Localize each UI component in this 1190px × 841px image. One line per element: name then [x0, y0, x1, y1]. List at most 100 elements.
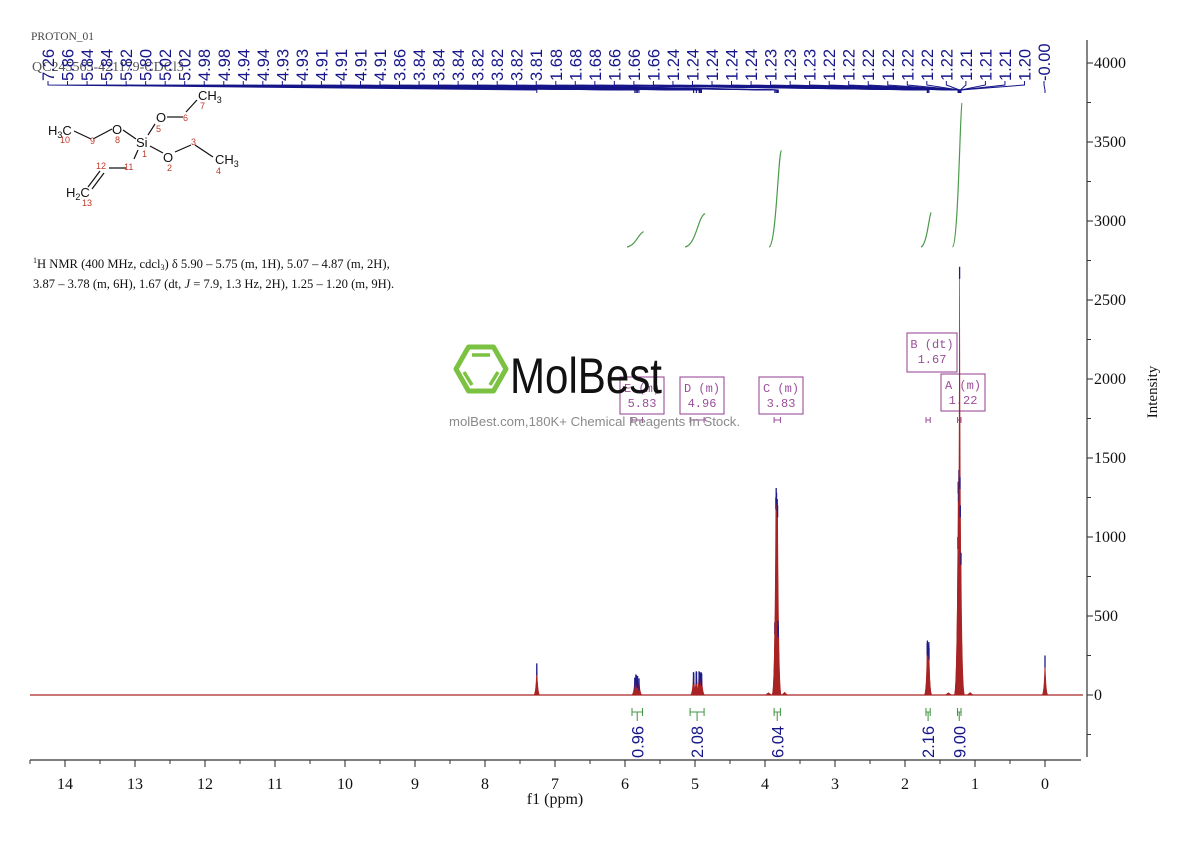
- y-axis-title: Intensity: [1145, 365, 1161, 418]
- peak-label: 3.82: [509, 49, 527, 81]
- atom-number-11: 11: [124, 162, 133, 172]
- peak-label-connector: [535, 81, 779, 93]
- multiplet-shift: 3.83: [767, 397, 796, 411]
- peak-label: 1.23: [802, 49, 820, 81]
- multiplet-annotation-E: E (m)5.83: [619, 376, 665, 423]
- x-tick-label: 1: [971, 776, 979, 793]
- peak-label: 1.22: [860, 49, 878, 81]
- x-tick-label: 7: [551, 776, 559, 793]
- x-tick-label: 6: [621, 776, 629, 793]
- multiplet-label: E (m): [624, 382, 660, 396]
- integral-labels: 0.96 2.08 6.04 2.16 9.00: [629, 708, 969, 758]
- multiplet-range-marker: [689, 417, 705, 423]
- integral-bracket: [689, 708, 705, 721]
- x-tick-label: 12: [197, 776, 213, 793]
- atom-o5: O: [156, 110, 166, 125]
- atom-number-2: 2: [167, 163, 172, 173]
- peak-label: -0.00: [1036, 43, 1054, 81]
- multiplet-boxes: E (m)5.83D (m)4.96C (m)3.83B (dt)1.67A (…: [619, 332, 986, 423]
- integral-curve: [768, 149, 782, 248]
- integral-curve: [684, 213, 706, 248]
- integral-bracket: [631, 708, 644, 721]
- peak-label: 1.22: [899, 49, 917, 81]
- integral-value: 0.96: [629, 726, 647, 758]
- peak-label: 1.24: [684, 49, 702, 81]
- peak-label-connector: [960, 81, 1025, 93]
- x-tick-label: 11: [267, 776, 282, 793]
- watermark: MolBest molBest.com,180K+ Chemical Reage…: [449, 344, 740, 429]
- molecule-structure: CH3 O H3C O Si O CH3 H2C 1 2 3 4 5 6 7 8…: [48, 88, 239, 208]
- peak-label: 4.94: [255, 49, 273, 81]
- peak-label: 1.68: [567, 49, 585, 81]
- multiplet-annotation-B: B (dt)1.67: [906, 332, 958, 423]
- y-tick-label: 4000: [1094, 55, 1126, 72]
- peak-label: 4.91: [313, 49, 331, 81]
- peak-label: 1.20: [1016, 49, 1034, 81]
- peak-label: 1.68: [548, 49, 566, 81]
- peak-label: 1.66: [645, 49, 663, 81]
- atom-numbers: 1 2 3 4 5 6 7 8 9 10 11 12 13: [60, 101, 221, 208]
- peak-label: 1.21: [977, 49, 995, 81]
- atom-ch3-right: CH3: [215, 152, 239, 169]
- peak-label: 5.02: [157, 49, 175, 81]
- peak-labels: 7.26 5.86 5.84 5.84 5.82 5.80 5.02 5.02 4.98 4.98…: [40, 43, 1054, 93]
- peak-label: 4.98: [216, 49, 234, 81]
- experiment-name: PROTON_01: [31, 31, 94, 43]
- atom-o2: O: [163, 150, 173, 165]
- spectrum-peak: [944, 692, 953, 696]
- y-tick-label: 3000: [1094, 213, 1126, 230]
- atom-number-7: 7: [200, 101, 205, 111]
- multiplet-annotation-A: A (m)1.22: [940, 373, 986, 423]
- peak-label: 1.22: [821, 49, 839, 81]
- integral-curve: [920, 212, 932, 248]
- peak-label: 5.86: [60, 49, 78, 81]
- x-axis-title: f1 (ppm): [527, 791, 583, 808]
- peak-label: 1.23: [763, 49, 781, 81]
- peak-label: 1.22: [841, 49, 859, 81]
- peak-label: 1.24: [665, 49, 683, 81]
- integral-value: 6.04: [769, 726, 787, 758]
- molecule-bonds: [73, 99, 214, 190]
- multiplet-shift: 1.67: [918, 353, 947, 367]
- integral-bracket: [956, 708, 962, 721]
- peak-label-connector: [47, 81, 538, 93]
- integral-curve: [626, 231, 644, 248]
- peak-label: 1.66: [606, 49, 624, 81]
- x-tick-label: 14: [57, 776, 73, 793]
- peak-label: 1.22: [880, 49, 898, 81]
- peak-label: 5.80: [138, 49, 156, 81]
- peak-label: 1.24: [743, 49, 761, 81]
- multiplet-range-marker: [773, 417, 781, 423]
- integral-value: 9.00: [951, 726, 969, 758]
- x-tick-label: 4: [761, 776, 769, 793]
- multiplet-shift: 5.83: [628, 397, 657, 411]
- peak-label: 4.91: [352, 49, 370, 81]
- spectrum-peak: [764, 692, 773, 696]
- x-tick-label: 10: [337, 776, 353, 793]
- spectrum-peak: [966, 692, 974, 696]
- peak-label-connector: [945, 81, 961, 93]
- multiplet-box: [940, 373, 986, 412]
- peak-label: 4.98: [196, 49, 214, 81]
- atom-number-9: 9: [90, 136, 95, 146]
- peak-label: 1.24: [724, 49, 742, 81]
- multiplet-range-marker: [631, 417, 643, 423]
- nmr-description-line-2: 3.87 – 3.78 (m, 6H), 1.67 (dt, J = 7.9, …: [33, 277, 395, 291]
- peak-label: 3.81: [528, 49, 546, 81]
- peak-label: 3.84: [431, 49, 449, 81]
- atom-number-8: 8: [115, 135, 120, 145]
- peak-label: 1.66: [626, 49, 644, 81]
- peak-label: 5.84: [79, 49, 97, 81]
- x-tick-label: 8: [481, 776, 489, 793]
- peak-label: 4.91: [333, 49, 351, 81]
- peak-label: 4.93: [274, 49, 292, 81]
- peak-label: 3.82: [470, 49, 488, 81]
- peak-label: 4.94: [235, 49, 253, 81]
- peak-label: 3.82: [489, 49, 507, 81]
- y-tick-label: 2500: [1094, 292, 1126, 309]
- atom-number-6: 6: [183, 113, 188, 123]
- atom-ch3-top: CH3: [198, 88, 222, 105]
- atom-number-12: 12: [96, 161, 106, 171]
- peak-label: 1.21: [997, 49, 1015, 81]
- integral-bracket: [925, 708, 931, 721]
